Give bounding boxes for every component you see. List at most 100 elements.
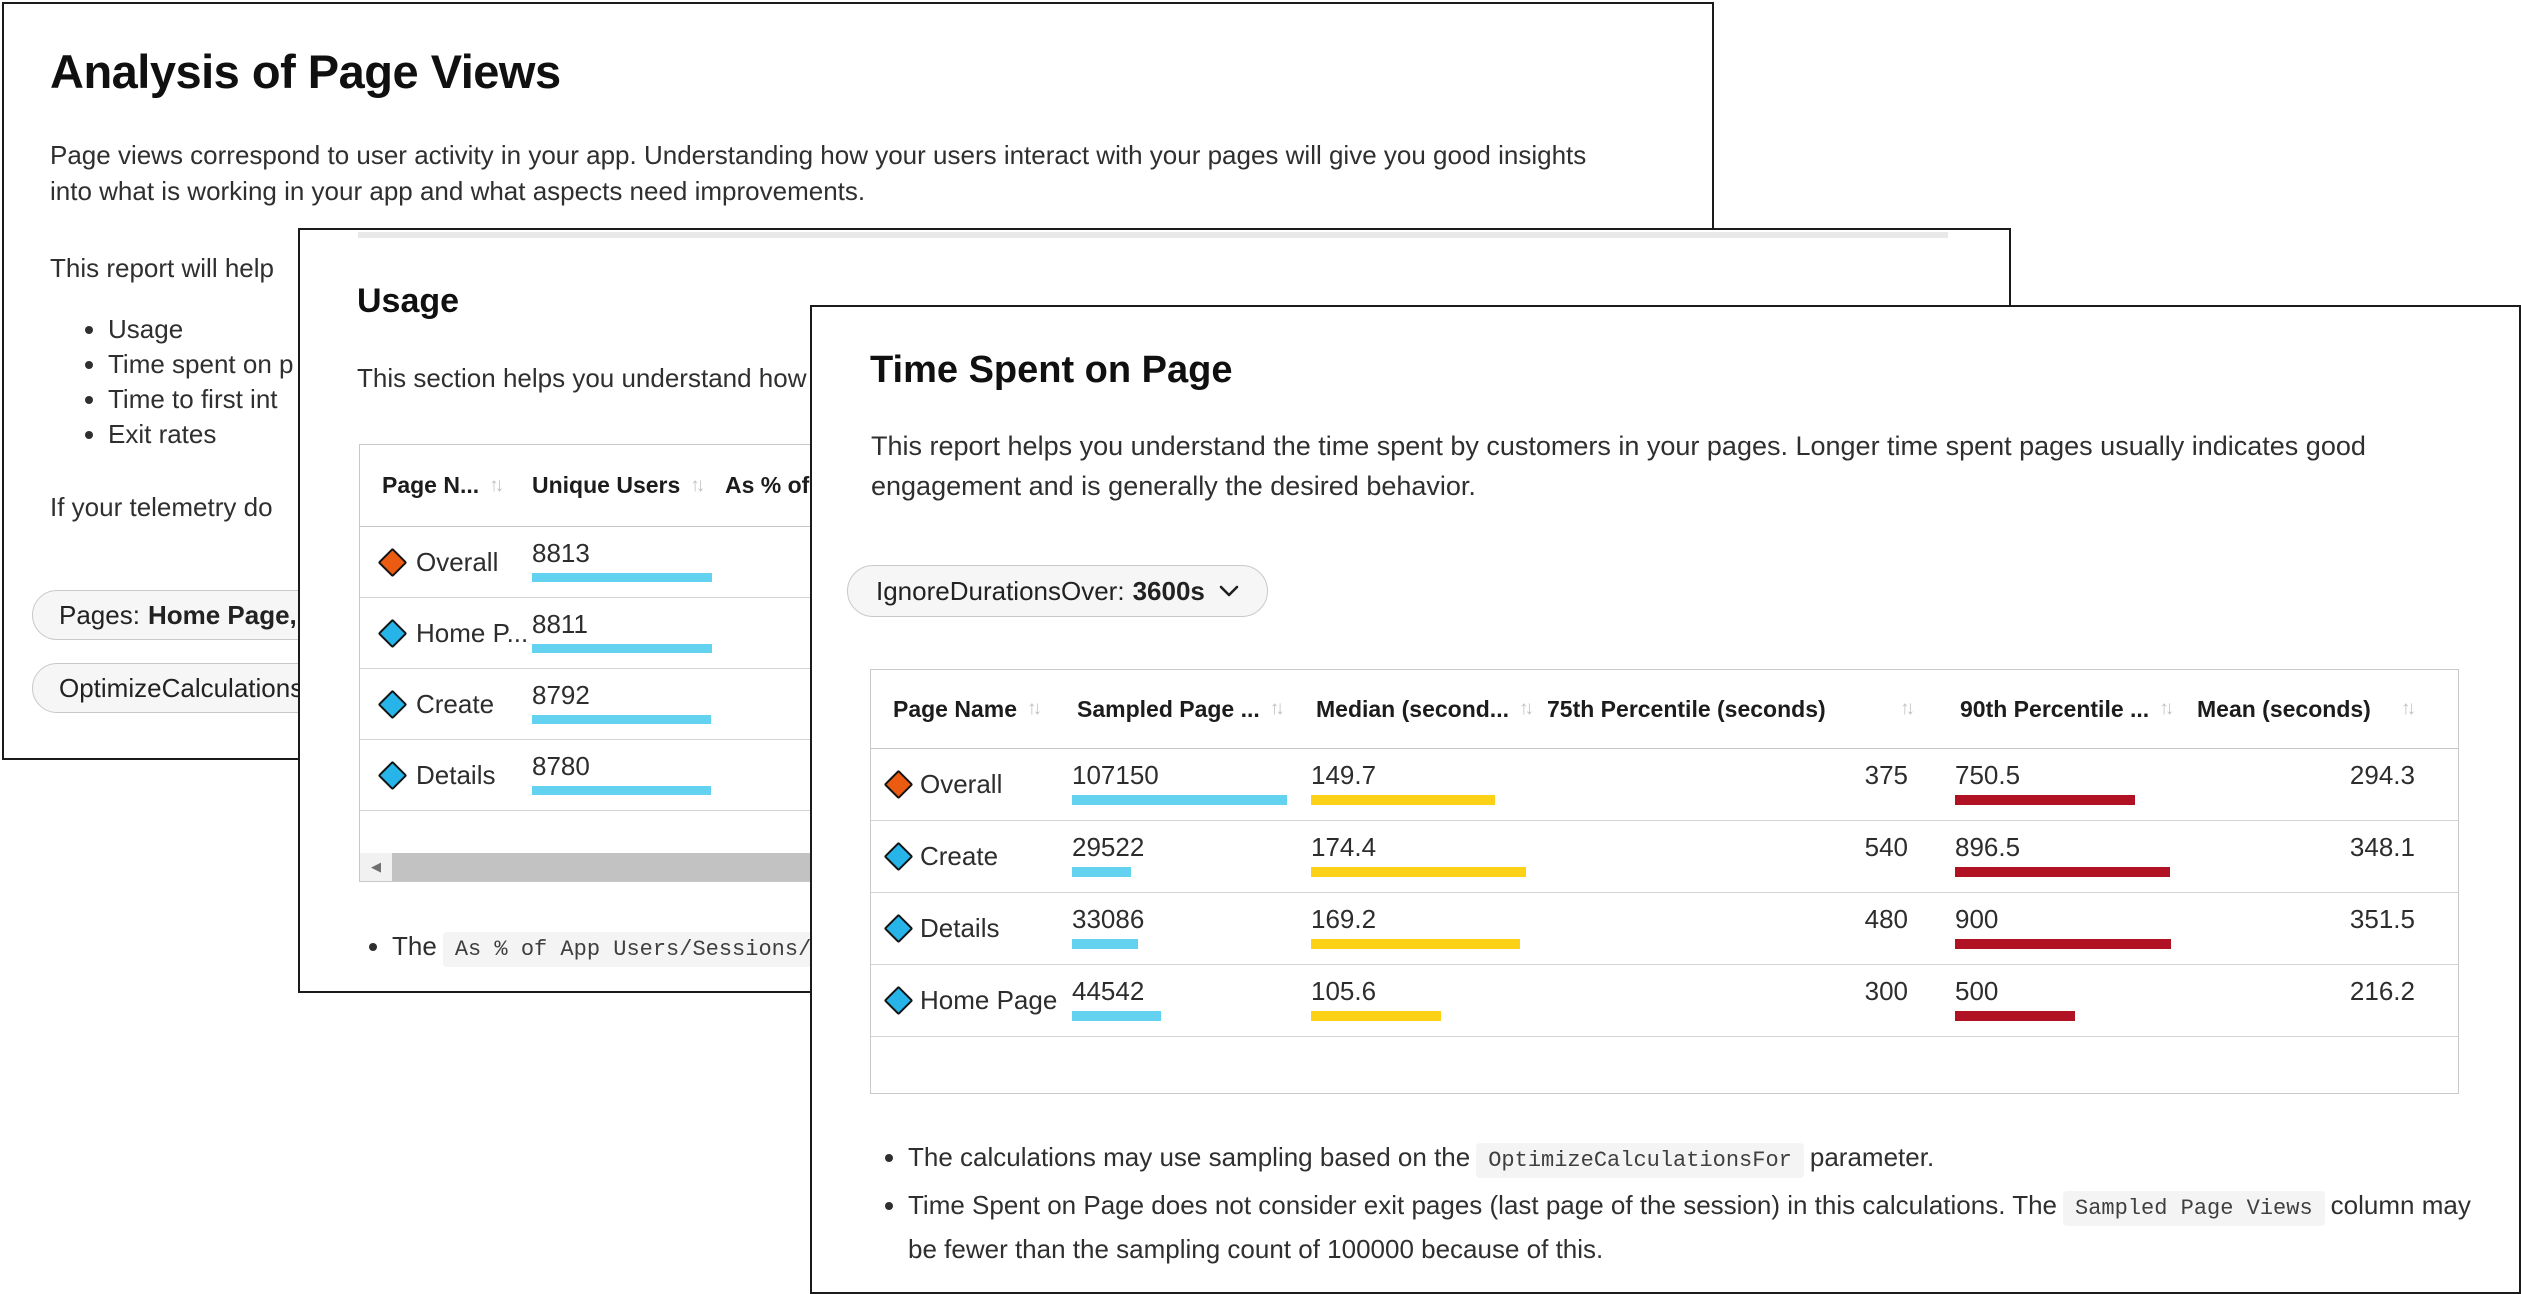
data-bar <box>1955 1011 2076 1021</box>
mean-cell: 294.3 <box>2349 760 2415 790</box>
data-bar-track <box>532 715 712 724</box>
inline-code-chip: As % of App Users/Sessions/V <box>442 932 837 967</box>
diamond-icon <box>377 689 408 719</box>
page-name-cell: Details <box>377 740 532 810</box>
sort-icon[interactable]: ↑↓ <box>1027 698 1042 719</box>
time-spent-description: This report helps you understand the tim… <box>871 431 2366 501</box>
mean-cell: 351.5 <box>2349 904 2415 934</box>
page-name-cell: Create <box>883 821 1072 892</box>
scroll-left-button[interactable]: ◀ <box>360 853 392 881</box>
column-header-page-name[interactable]: Page Name ↑↓ <box>893 695 1042 722</box>
inline-code-chip: OptimizeCalculationsFor <box>1476 1143 1804 1178</box>
list-item: Exit rates <box>108 417 1712 452</box>
data-bar-track <box>532 573 712 582</box>
pill-value: Home Page, D <box>147 599 323 630</box>
p90-cell: 900 <box>1916 893 2181 964</box>
column-header-median[interactable]: Median (second... ↑↓ <box>1316 695 1534 722</box>
sort-icon[interactable]: ↑↓ <box>1518 698 1534 719</box>
list-item: Time spent on p <box>108 347 1712 382</box>
time-spent-on-page-window: Time Spent on Page This report helps you… <box>810 305 2521 1294</box>
list-item: Usage <box>108 312 1712 347</box>
ignore-durations-dropdown[interactable]: IgnoreDurationsOver: 3600s <box>847 565 1268 617</box>
table-row: Create 29522 174.4 540 896.5 348.1 <box>871 821 2458 893</box>
p90-cell: 750.5 <box>1916 749 2181 820</box>
sort-icon[interactable]: ↑↓ <box>489 474 504 496</box>
data-bar <box>1311 867 1526 877</box>
data-bar <box>532 786 712 795</box>
diamond-icon <box>883 985 914 1016</box>
chevron-down-icon <box>1219 585 1239 597</box>
diamond-icon <box>883 769 914 800</box>
data-bar <box>532 644 712 653</box>
column-header-page-name[interactable]: Page N... ↑↓ <box>382 472 504 498</box>
data-bar <box>1311 795 1496 805</box>
page-name-cell: Overall <box>883 749 1072 820</box>
p75-cell: 480 <box>1864 904 1908 934</box>
sort-icon[interactable]: ↑↓ <box>690 474 705 496</box>
median-cell: 149.7 <box>1311 749 1542 820</box>
page-name-cell: Home Page <box>883 965 1072 1036</box>
data-bar <box>1955 795 2136 805</box>
data-bar <box>532 715 712 724</box>
p75-cell: 375 <box>1864 760 1908 790</box>
time-spent-footnotes: The calculations may use sampling based … <box>882 1137 2488 1273</box>
sort-icon[interactable]: ↑↓ <box>2159 698 2174 719</box>
data-bar <box>532 573 712 582</box>
data-bar <box>1955 939 2171 949</box>
column-header-as-percent[interactable]: As % of <box>725 472 810 498</box>
diamond-icon <box>883 841 914 872</box>
scroll-left-arrow-icon: ◀ <box>371 859 381 874</box>
column-header-90th-percentile[interactable]: 90th Percentile ... ↑↓ <box>1960 695 2174 722</box>
data-bar <box>1311 1011 1442 1021</box>
page-name-cell: Details <box>883 893 1072 964</box>
p90-cell: 500 <box>1916 965 2181 1036</box>
data-bar <box>1072 939 1139 949</box>
sampled-page-views-cell: 29522 <box>1072 821 1311 892</box>
data-bar <box>1072 1011 1162 1021</box>
mean-cell: 216.2 <box>2349 976 2415 1006</box>
diamond-icon <box>883 913 914 944</box>
page-name-cell: Overall <box>377 527 532 597</box>
list-item: Time to first int <box>108 382 1712 417</box>
pill-label: Pages: <box>59 599 140 630</box>
data-bar-track <box>532 786 712 795</box>
data-bar <box>1955 867 2171 877</box>
report-help-text: This report will help <box>50 253 274 283</box>
p75-cell: 540 <box>1864 832 1908 862</box>
data-bar <box>1072 795 1287 805</box>
usage-description: This section helps you understand how <box>357 363 807 393</box>
p90-cell: 896.5 <box>1916 821 2181 892</box>
median-cell: 174.4 <box>1311 821 1542 892</box>
time-spent-table: Page Name ↑↓ Sampled Page ... ↑↓ Median … <box>870 669 2459 1094</box>
pill-label: IgnoreDurationsOver: <box>876 575 1125 606</box>
page-name-cell: Home P... <box>377 598 532 668</box>
data-bar-track <box>532 644 712 653</box>
column-header-sampled-page-views[interactable]: Sampled Page ... ↑↓ <box>1077 695 1285 722</box>
sort-icon[interactable]: ↑↓ <box>1269 698 1285 719</box>
time-table-header: Page Name ↑↓ Sampled Page ... ↑↓ Median … <box>871 670 2458 749</box>
inline-code-chip: Sampled Page Views <box>2063 1191 2325 1226</box>
sampled-page-views-cell: 44542 <box>1072 965 1311 1036</box>
column-header-unique-users[interactable]: Unique Users ↑↓ <box>532 472 705 498</box>
sort-icon[interactable]: ↑↓ <box>2401 698 2416 719</box>
table-row: Home Page 44542 105.6 300 500 216.2 <box>871 965 2458 1037</box>
time-spent-title: Time Spent on Page <box>870 349 1233 391</box>
sort-icon[interactable]: ↑↓ <box>1900 698 1915 719</box>
table-row: Overall 107150 149.7 375 750.5 294.3 <box>871 749 2458 821</box>
median-cell: 169.2 <box>1311 893 1542 964</box>
page-name-cell: Create <box>377 669 532 739</box>
column-header-mean[interactable]: Mean (seconds) ↑↓ <box>2197 695 2416 722</box>
sampled-page-views-cell: 107150 <box>1072 749 1311 820</box>
p75-cell: 300 <box>1864 976 1908 1006</box>
report-sections-list: Usage Time spent on p Time to first int … <box>4 312 1712 452</box>
unique-users-cell: 8792 <box>532 669 725 739</box>
mean-cell: 348.1 <box>2349 832 2415 862</box>
data-bar <box>1072 867 1132 877</box>
diamond-icon <box>377 618 408 648</box>
column-header-75th-percentile[interactable]: 75th Percentile (seconds) ↑↓ <box>1547 695 1915 722</box>
median-cell: 105.6 <box>1311 965 1542 1036</box>
page-title: Analysis of Page Views <box>50 45 561 98</box>
intro-paragraph: Page views correspond to user activity i… <box>50 140 1587 206</box>
